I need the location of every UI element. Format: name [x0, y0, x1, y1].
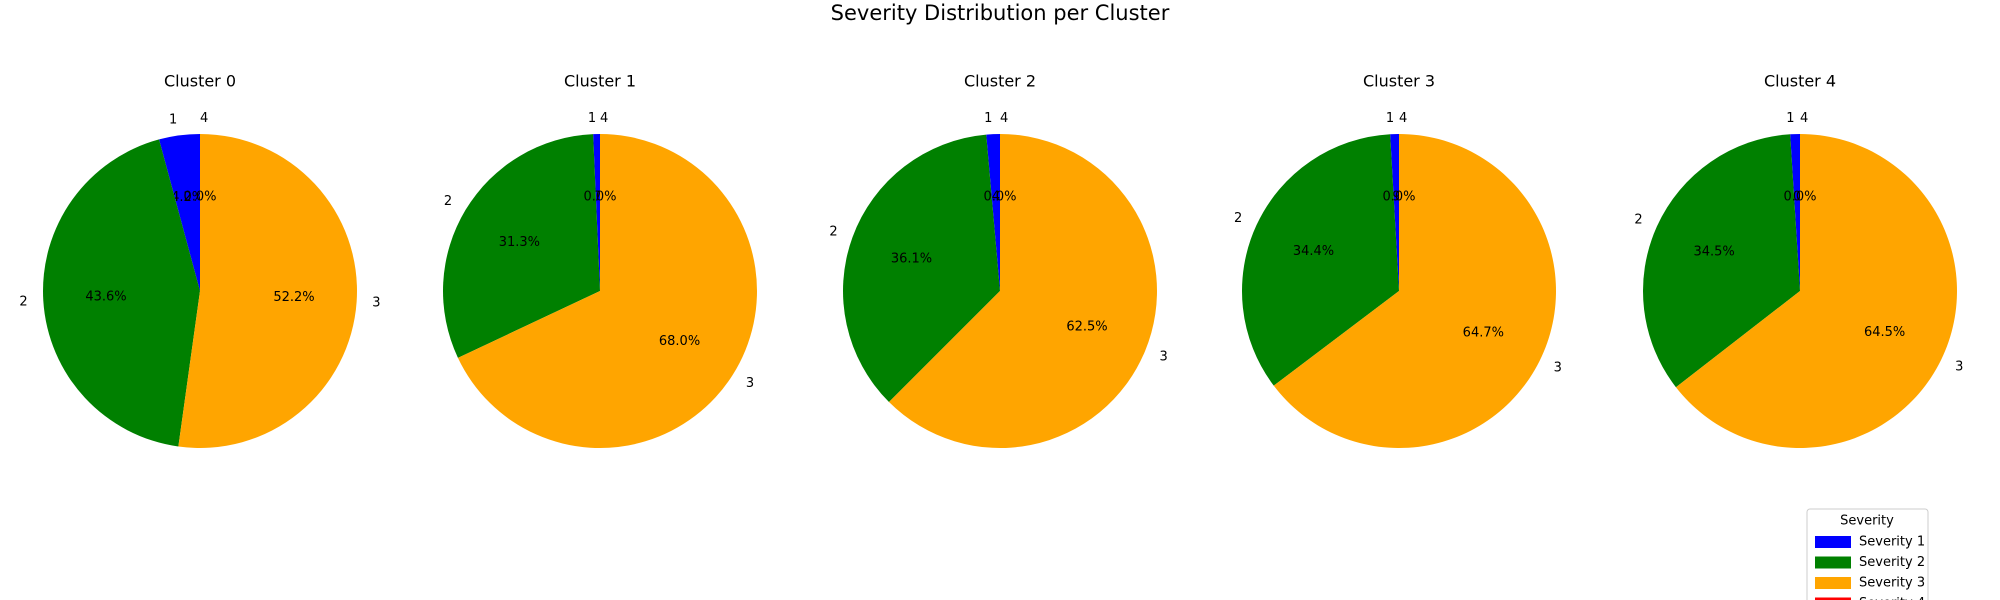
legend-label: Severity 1 — [1859, 535, 1925, 550]
percent-label: 43.6% — [85, 289, 126, 304]
pie-wedge — [1390, 134, 1399, 291]
pie-wedge — [178, 134, 358, 448]
legend-label: Severity 4 — [1859, 596, 1925, 600]
wedge-label: 3 — [1955, 359, 1963, 374]
wedge-label: 2 — [829, 224, 837, 239]
legend-swatch — [1815, 577, 1851, 589]
pie-wedge — [986, 134, 1000, 291]
percent-label: 36.1% — [891, 251, 932, 266]
percent-label: 64.5% — [1864, 325, 1905, 340]
percent-label: 52.2% — [273, 290, 314, 305]
pie-wedge — [842, 134, 1000, 403]
pie-wedge — [43, 139, 200, 447]
wedge-label: 4 — [1000, 111, 1008, 126]
wedge-label: 3 — [1160, 350, 1168, 365]
percent-label: 64.7% — [1463, 325, 1504, 340]
wedge-label: 4 — [1800, 111, 1808, 126]
chart-title: Cluster 1 — [564, 72, 636, 91]
figure-title: Severity Distribution per Cluster — [831, 1, 1170, 25]
percent-label: 68.0% — [659, 334, 700, 349]
wedge-label: 1 — [984, 111, 992, 126]
percent-label: 0.0% — [183, 189, 216, 204]
wedge-label: 3 — [372, 295, 380, 310]
pie-wedge — [1675, 134, 1957, 448]
legend-swatch — [1815, 597, 1851, 600]
chart-title: Cluster 4 — [1764, 72, 1836, 91]
pie-wedge — [888, 134, 1157, 448]
percent-label: 0.0% — [1783, 189, 1816, 204]
pie-wedge — [1241, 134, 1399, 386]
wedge-label: 1 — [169, 112, 177, 127]
chart-title: Cluster 0 — [164, 72, 236, 91]
legend-label: Severity 2 — [1859, 555, 1925, 570]
percent-label: 62.5% — [1066, 320, 1107, 335]
pie-wedge — [1643, 134, 1800, 388]
legend-swatch — [1815, 536, 1851, 548]
wedge-label: 2 — [444, 194, 452, 209]
wedge-label: 2 — [1634, 212, 1642, 227]
percent-label: 34.5% — [1693, 245, 1734, 260]
wedge-label: 1 — [588, 111, 596, 126]
pie-wedge — [457, 134, 757, 448]
pie-wedge — [1273, 134, 1556, 449]
wedge-label: 4 — [200, 111, 208, 126]
wedge-label: 1 — [1386, 111, 1394, 126]
percent-label: 4.2% — [171, 190, 204, 205]
percent-label: 0.0% — [583, 189, 616, 204]
wedge-label: 4 — [1399, 111, 1407, 126]
wedge-label: 2 — [1234, 211, 1242, 226]
pie-wedge — [442, 134, 600, 358]
wedge-label: 3 — [1554, 360, 1562, 375]
legend-title: Severity — [1840, 514, 1894, 529]
legend-swatch — [1815, 556, 1851, 569]
percent-label: 31.3% — [499, 235, 540, 250]
percent-label: 34.4% — [1293, 244, 1334, 259]
pie-wedge — [159, 134, 200, 291]
pie-wedge — [1790, 134, 1800, 291]
legend-label: Severity 3 — [1859, 576, 1925, 591]
percent-label: 0.0% — [983, 189, 1016, 204]
wedge-label: 1 — [1786, 111, 1794, 126]
wedge-label: 3 — [746, 376, 754, 391]
chart-title: Cluster 3 — [1363, 72, 1435, 91]
percent-label: 0.0% — [1382, 189, 1415, 204]
wedge-label: 4 — [600, 111, 608, 126]
chart-title: Cluster 2 — [964, 72, 1036, 91]
wedge-label: 2 — [19, 294, 27, 309]
pie-wedge — [593, 134, 600, 291]
